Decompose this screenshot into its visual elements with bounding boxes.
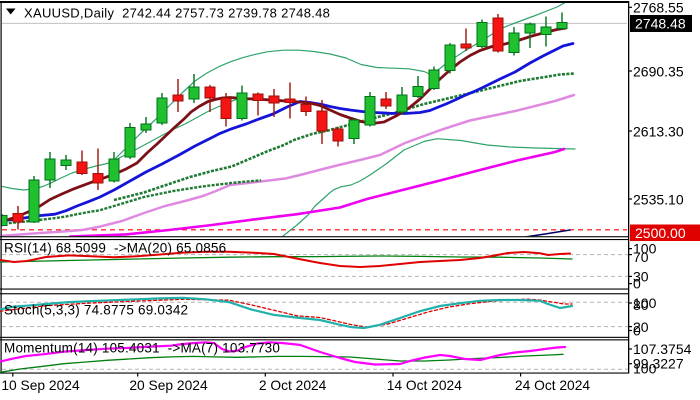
svg-text:2748.48: 2748.48: [635, 16, 686, 32]
svg-text:2690.35: 2690.35: [633, 63, 684, 79]
svg-text:14 Oct 2024: 14 Oct 2024: [387, 378, 462, 393]
svg-text:20: 20: [633, 319, 649, 335]
svg-text:100: 100: [633, 360, 657, 376]
svg-text:0: 0: [633, 323, 641, 339]
svg-text:30: 30: [633, 269, 649, 285]
svg-text:99.3227: 99.3227: [633, 356, 684, 372]
svg-text:100: 100: [633, 295, 657, 311]
svg-text:80: 80: [633, 297, 649, 313]
svg-text:2 Oct 2024: 2 Oct 2024: [259, 378, 327, 393]
svg-text:Stoch(5,3,3) 74.8775 69.0342: Stoch(5,3,3) 74.8775 69.0342: [4, 303, 188, 318]
svg-text:24 Oct 2024: 24 Oct 2024: [515, 378, 590, 393]
svg-text:2500.00: 2500.00: [635, 225, 686, 241]
svg-text:2613.30: 2613.30: [633, 123, 684, 139]
svg-text:70: 70: [633, 249, 649, 265]
svg-text:10 Sep 2024: 10 Sep 2024: [1, 378, 80, 393]
svg-text:RSI(14) 68.5099 ->MA(20) 65.0: RSI(14) 68.5099 ->MA(20) 65.0856: [4, 241, 226, 256]
svg-text:2768.55: 2768.55: [633, 0, 684, 15]
svg-text:107.3754: 107.3754: [633, 341, 692, 357]
svg-text:Momentum(14) 105.4031 ->MA(7): Momentum(14) 105.4031 ->MA(7) 103.7730: [4, 341, 280, 356]
svg-text:2535.10: 2535.10: [633, 191, 684, 207]
svg-text:0: 0: [633, 276, 641, 292]
svg-text:XAUUSD,Daily 2742.44 2757.73: XAUUSD,Daily 2742.44 2757.73 2739.78 274…: [24, 6, 330, 21]
svg-text:20 Sep 2024: 20 Sep 2024: [129, 378, 208, 393]
svg-text:100: 100: [633, 241, 657, 257]
